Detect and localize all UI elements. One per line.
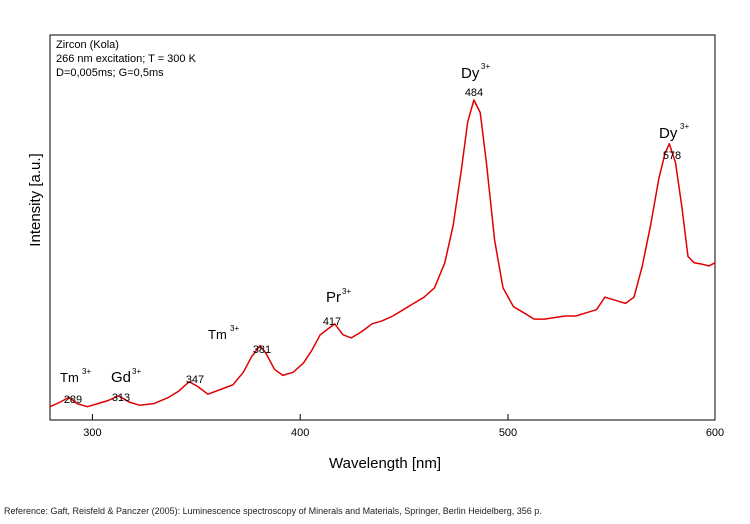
ion-label-dy-484: Dy [461, 65, 480, 82]
peak-label-289: 289 [64, 394, 82, 406]
x-tick-label: 300 [83, 427, 101, 439]
x-tick-label: 400 [291, 427, 309, 439]
ion-charge-gd: 3+ [132, 367, 141, 376]
ion-label-gd: Gd [111, 369, 131, 386]
ion-charge-dy-484: 3+ [481, 62, 490, 71]
x-axis-label: Wavelength [nm] [329, 455, 441, 472]
ion-label-dy-578: Dy [659, 125, 678, 142]
ion-charge-tm: 3+ [82, 367, 91, 376]
peak-label-347: 347 [186, 374, 204, 386]
y-axis-label: Intensity [a.u.] [27, 153, 44, 246]
reference-note: Reference: Gaft, Reisfeld & Panczer (200… [4, 506, 542, 516]
ion-label-pr: Pr [326, 289, 341, 306]
ion-charge-tm-381: 3+ [230, 324, 239, 333]
ion-charge-pr: 3+ [342, 287, 351, 296]
sample-note: Zircon (Kola) [56, 39, 119, 51]
peak-label-484: 484 [465, 87, 483, 99]
peak-label-578: 578 [663, 150, 681, 162]
ion-charge-dy-578: 3+ [680, 122, 689, 131]
peak-label-313: 313 [112, 392, 130, 404]
ion-label-tm-381: Tm [208, 327, 227, 342]
excitation-note: 266 nm excitation; T = 300 K [56, 53, 197, 65]
x-tick-label: 600 [706, 427, 724, 439]
spectrum-chart: 300 400 500 600 Wavelength [nm] Intensit… [27, 34, 724, 472]
spectrum-line [49, 99, 716, 408]
plot-frame [49, 34, 716, 421]
peak-label-417: 417 [323, 316, 341, 328]
gate-note: D=0,005ms; G=0,5ms [56, 67, 164, 79]
x-axis-ticks: 300 400 500 600 [83, 414, 724, 439]
ion-label-tm: Tm [60, 370, 79, 385]
x-tick-label: 500 [499, 427, 517, 439]
peak-label-381: 381 [253, 344, 271, 356]
